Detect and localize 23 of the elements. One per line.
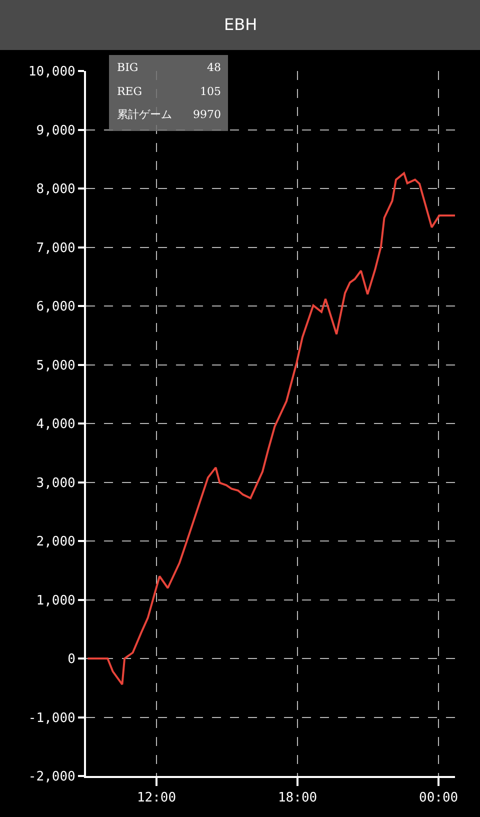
y-tick-label: 1,000 xyxy=(36,593,76,608)
annotation: 9970 xyxy=(193,108,221,121)
annotation: REG xyxy=(117,85,142,98)
annotation: BIG xyxy=(117,61,138,74)
y-tick-label: 6,000 xyxy=(36,300,76,315)
y-tick-label: 4,000 xyxy=(36,417,76,432)
y-tick-label: 8,000 xyxy=(36,182,76,198)
y-tick-label: 3,000 xyxy=(36,476,76,491)
x-tick-label: 00:00 xyxy=(418,790,458,806)
y-tick-label: 9,000 xyxy=(36,123,76,138)
annotation: 105 xyxy=(200,85,221,98)
y-tick-label: -1,000 xyxy=(28,710,76,726)
x-tick-label: 12:00 xyxy=(136,790,176,806)
y-tick-label: -2,000 xyxy=(28,770,76,785)
y-tick-label: 2,000 xyxy=(36,534,76,550)
y-tick-label: 10,000 xyxy=(28,64,76,80)
y-tick-label: 0 xyxy=(68,652,76,668)
annotation: 累計ゲーム xyxy=(117,108,172,121)
y-tick-label: 5,000 xyxy=(36,358,76,374)
chart-title: EBH xyxy=(224,15,258,34)
y-tick-label: 7,000 xyxy=(36,240,76,256)
annotation: 48 xyxy=(207,61,221,74)
x-tick-label: 18:00 xyxy=(278,790,318,806)
